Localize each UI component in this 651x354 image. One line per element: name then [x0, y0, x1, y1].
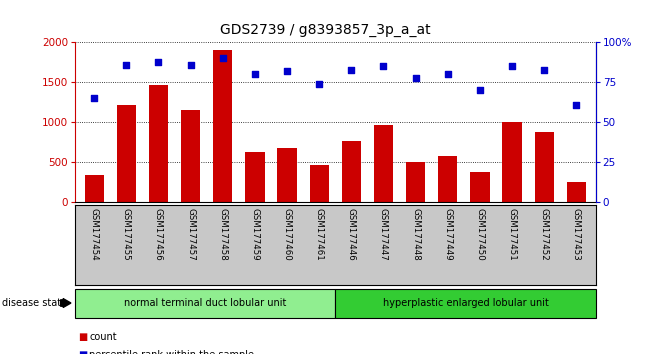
- Text: GSM177449: GSM177449: [443, 208, 452, 260]
- Text: GSM177451: GSM177451: [508, 208, 517, 261]
- Text: GSM177454: GSM177454: [90, 208, 99, 261]
- Bar: [309, 165, 329, 202]
- Bar: [117, 105, 136, 202]
- Point: [410, 75, 421, 80]
- Point: [89, 96, 100, 101]
- Text: GSM177456: GSM177456: [154, 208, 163, 261]
- Text: count: count: [89, 332, 117, 342]
- Text: GSM177452: GSM177452: [540, 208, 549, 261]
- Bar: [149, 85, 168, 202]
- Text: percentile rank within the sample: percentile rank within the sample: [89, 350, 254, 354]
- Text: GSM177460: GSM177460: [283, 208, 292, 261]
- Bar: [567, 182, 586, 202]
- Point: [475, 87, 485, 93]
- Text: disease state: disease state: [2, 298, 67, 308]
- Point: [250, 72, 260, 77]
- Point: [186, 62, 196, 68]
- Point: [507, 64, 518, 69]
- Bar: [213, 50, 232, 202]
- Point: [539, 67, 549, 73]
- Bar: [470, 172, 490, 202]
- Text: GSM177461: GSM177461: [314, 208, 324, 261]
- Text: GSM177448: GSM177448: [411, 208, 420, 261]
- Point: [282, 68, 292, 74]
- Point: [121, 62, 132, 68]
- Point: [571, 102, 581, 108]
- Text: GSM177458: GSM177458: [218, 208, 227, 261]
- Text: GSM177450: GSM177450: [475, 208, 484, 261]
- Point: [443, 72, 453, 77]
- Bar: [277, 148, 297, 202]
- Point: [153, 59, 163, 64]
- Text: GSM177446: GSM177446: [347, 208, 356, 261]
- Bar: [406, 162, 425, 202]
- Text: GSM177455: GSM177455: [122, 208, 131, 261]
- Point: [314, 81, 324, 87]
- Text: GSM177459: GSM177459: [251, 208, 259, 260]
- Text: GSM177457: GSM177457: [186, 208, 195, 261]
- Bar: [245, 152, 264, 202]
- Bar: [438, 156, 458, 202]
- Bar: [335, 289, 596, 318]
- Text: hyperplastic enlarged lobular unit: hyperplastic enlarged lobular unit: [383, 298, 548, 308]
- Text: ■: ■: [78, 332, 87, 342]
- Bar: [342, 141, 361, 202]
- Point: [346, 67, 357, 73]
- Text: ■: ■: [78, 350, 87, 354]
- Text: GSM177453: GSM177453: [572, 208, 581, 261]
- Text: GDS2739 / g8393857_3p_a_at: GDS2739 / g8393857_3p_a_at: [220, 23, 431, 37]
- Bar: [75, 289, 335, 318]
- Text: GSM177447: GSM177447: [379, 208, 388, 261]
- Point: [217, 56, 228, 61]
- Bar: [503, 122, 521, 202]
- Point: [378, 64, 389, 69]
- Bar: [534, 132, 554, 202]
- Text: normal terminal duct lobular unit: normal terminal duct lobular unit: [124, 298, 286, 308]
- Bar: [374, 125, 393, 202]
- Bar: [85, 175, 104, 202]
- Bar: [181, 110, 201, 202]
